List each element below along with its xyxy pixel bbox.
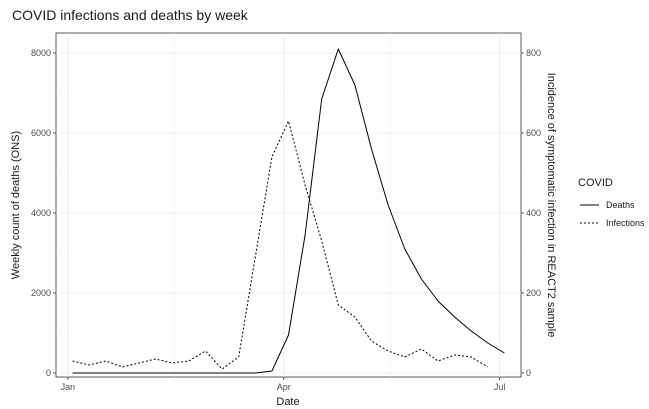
y-axis-title-left: Weekly count of deaths (ONS) (10, 131, 22, 279)
y-tick-label-right: 200 (526, 288, 541, 298)
legend-title: COVID (578, 177, 613, 189)
series-layer (72, 48, 505, 374)
y-tick-label-right: 0 (526, 368, 531, 378)
legend: COVID Deaths Infections (578, 177, 645, 228)
y-tick-label-right: 600 (526, 128, 541, 138)
y-axis-title-right: Incidence of symptomatic infection in RE… (545, 73, 557, 338)
chart-title: COVID infections and deaths by week (12, 7, 249, 23)
plot-panel (55, 32, 522, 378)
y-tick-label-left: 0 (46, 368, 51, 378)
x-tick-label: Apr (277, 382, 291, 392)
axes-layer: Jan Apr Jul 0 2000 4000 6000 8000 0 200 400 600 800 (31, 48, 541, 392)
x-tick-label: Jul (494, 382, 506, 392)
y-tick-label-right: 800 (526, 48, 541, 58)
grid-major (56, 33, 521, 377)
y-tick-label-left: 2000 (31, 288, 51, 298)
legend-label-deaths: Deaths (606, 200, 635, 210)
series-line-deaths (72, 48, 505, 374)
y-tick-label-left: 6000 (31, 128, 51, 138)
x-axis-title: Date (276, 396, 299, 408)
x-tick-label: Jan (61, 382, 76, 392)
y-tick-label-left: 8000 (31, 48, 51, 58)
legend-label-infections: Infections (606, 218, 645, 228)
y-tick-label-right: 400 (526, 208, 541, 218)
y-tick-label-left: 4000 (31, 208, 51, 218)
